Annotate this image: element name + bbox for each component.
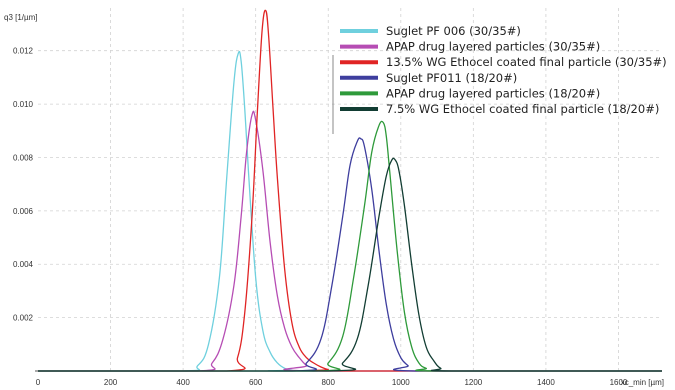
y-tick-label: 0.008 xyxy=(13,153,34,162)
x-tick-labels: 0 200 400 600 800 1000 1200 1400 1600 xyxy=(36,378,628,387)
legend-label: APAP drug layered particles (30/35#) xyxy=(386,40,600,54)
legend: Suglet PF 006 (30/35#) APAP drug layered … xyxy=(332,24,667,134)
series-lines xyxy=(37,9,662,372)
legend-label: 13.5% WG Ethocel coated final particle (… xyxy=(386,55,667,69)
legend-label: Suglet PF 006 (30/35#) xyxy=(386,24,521,38)
y-axis-title: q3 [1/µm] xyxy=(4,13,38,22)
y-tick-label: 0.012 xyxy=(13,47,34,56)
legend-label: Suglet PF011 (18/20#) xyxy=(386,71,517,85)
y-tick-label: 0.002 xyxy=(13,314,34,323)
series-line xyxy=(37,120,662,372)
y-tick-label: 0.010 xyxy=(13,100,34,109)
series-line xyxy=(37,137,662,372)
x-tick-label: 200 xyxy=(104,378,118,387)
x-tick-label: 1600 xyxy=(610,378,628,387)
y-tick-label: 0.004 xyxy=(13,260,34,269)
x-tick-label: 1000 xyxy=(392,378,410,387)
y-tick-label: 0.006 xyxy=(13,207,34,216)
x-tick-label: 800 xyxy=(322,378,336,387)
y-tick-labels: 0.002 0.004 0.006 0.008 0.010 0.012 xyxy=(13,47,34,323)
series-line xyxy=(37,9,662,372)
x-tick-label: 1400 xyxy=(537,378,555,387)
series-line xyxy=(37,157,662,372)
x-tick-label: 400 xyxy=(176,378,190,387)
grid-lines xyxy=(38,8,662,371)
x-tick-label: 1200 xyxy=(464,378,482,387)
x-axis-title: xc_min [µm] xyxy=(621,378,664,387)
legend-label: 7.5% WG Ethocel coated final particle (1… xyxy=(386,102,659,116)
legend-label: APAP drug layered particles (18/20#) xyxy=(386,86,600,100)
x-tick-label: 0 xyxy=(36,378,41,387)
x-tick-label: 600 xyxy=(249,378,263,387)
series-line xyxy=(37,110,662,372)
